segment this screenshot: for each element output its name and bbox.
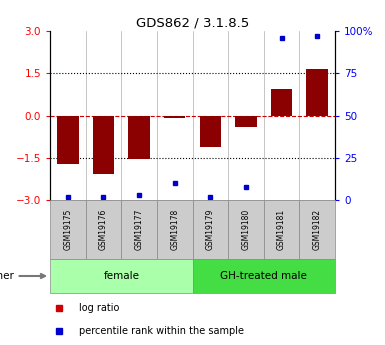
Bar	[192, 259, 335, 293]
Text: GSM19180: GSM19180	[241, 209, 250, 250]
Bar	[50, 200, 85, 259]
Bar	[164, 116, 186, 118]
Text: other: other	[0, 271, 45, 281]
Text: log ratio: log ratio	[79, 303, 119, 313]
Bar	[85, 200, 121, 259]
Bar	[192, 200, 228, 259]
Bar	[157, 200, 192, 259]
Bar	[300, 200, 335, 259]
Bar	[57, 116, 79, 164]
Bar	[271, 89, 292, 116]
Bar	[264, 200, 300, 259]
Text: GSM19181: GSM19181	[277, 209, 286, 250]
Bar	[228, 200, 264, 259]
Bar	[306, 69, 328, 116]
Bar	[121, 200, 157, 259]
Text: GSM19177: GSM19177	[135, 209, 144, 250]
Text: percentile rank within the sample: percentile rank within the sample	[79, 326, 244, 335]
Text: GSM19175: GSM19175	[64, 209, 72, 250]
Text: GSM19178: GSM19178	[170, 209, 179, 250]
Bar	[128, 116, 150, 159]
Bar	[235, 116, 257, 127]
Title: GDS862 / 3.1.8.5: GDS862 / 3.1.8.5	[136, 17, 249, 30]
Text: GH-treated male: GH-treated male	[220, 271, 307, 281]
Text: GSM19182: GSM19182	[313, 209, 321, 250]
Text: female: female	[103, 271, 139, 281]
Bar	[199, 116, 221, 147]
Text: GSM19176: GSM19176	[99, 209, 108, 250]
Bar	[50, 259, 192, 293]
Bar	[93, 116, 114, 174]
Text: GSM19179: GSM19179	[206, 209, 215, 250]
